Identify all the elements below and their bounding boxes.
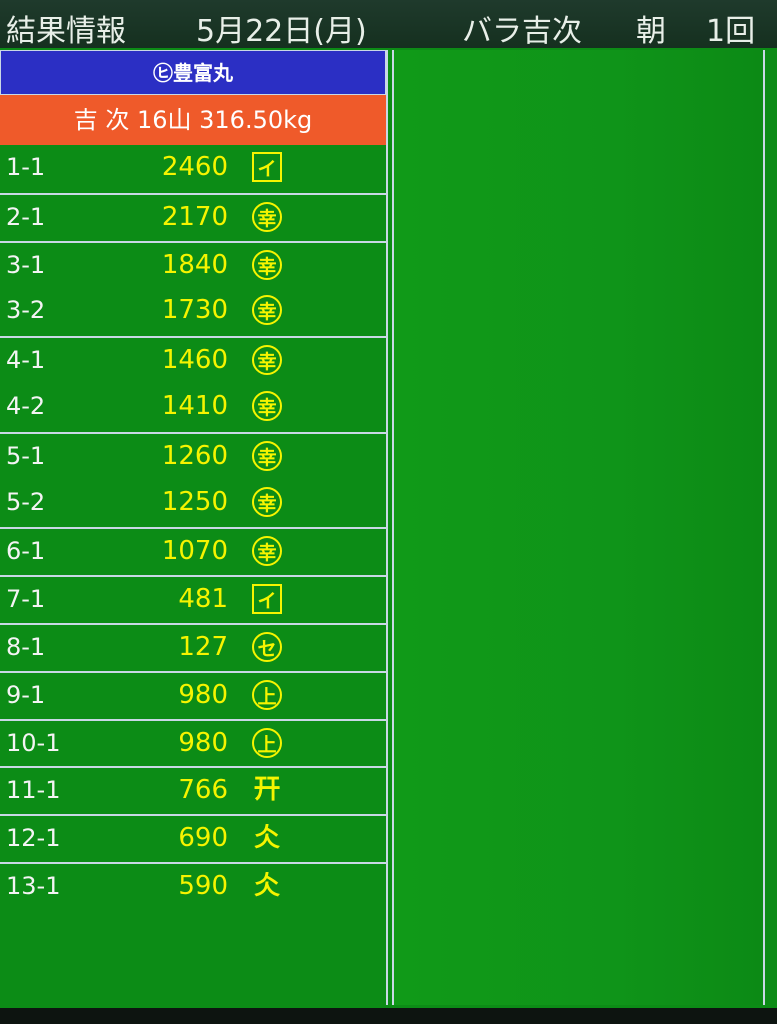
result-row: 5-2 1250 幸 xyxy=(0,480,386,528)
price: 1840 xyxy=(161,249,228,280)
price: 2460 xyxy=(161,152,228,182)
lot-number: 1-1 xyxy=(6,153,46,181)
price: 1250 xyxy=(161,486,228,517)
result-row: 4-1 1460 幸 xyxy=(0,336,386,384)
price: 481 xyxy=(178,584,228,615)
result-row: 10-1 980 上 xyxy=(0,718,386,767)
result-row: 4-2 1410 幸 xyxy=(0,384,386,432)
buyer-mark: 幸 xyxy=(252,390,282,421)
header: 結果情報 5月22日(月) バラ吉次 朝 1回 xyxy=(0,0,777,48)
price: 1260 xyxy=(161,440,228,471)
lot-number: 12-1 xyxy=(6,824,61,853)
result-panel: ㋪豊富丸 吉 次 16山 316.50kg 1-1 2460 イ 2-1 2170 幸 3-… xyxy=(0,50,388,1005)
buyer-mark: 幸 xyxy=(252,536,282,567)
result-row: 3-2 1730 幸 xyxy=(0,288,386,336)
buyer-mark: 幸 xyxy=(252,249,282,280)
result-row: 2-1 2170 幸 xyxy=(0,192,386,241)
price: 127 xyxy=(178,631,228,662)
result-row: 1-1 2460 イ xyxy=(0,145,386,193)
buyer-mark: 上 xyxy=(252,679,282,710)
price: 2170 xyxy=(161,201,228,232)
buyer-mark: 仌 xyxy=(253,870,280,901)
lot-number: 11-1 xyxy=(6,776,61,805)
buyer-mark: 上 xyxy=(252,727,282,758)
result-row: 9-1 980 上 xyxy=(0,670,386,719)
result-row: 11-1 766 幵 xyxy=(0,766,386,814)
header-title: 結果情報 xyxy=(6,14,126,48)
lot-number: 2-1 xyxy=(6,202,46,231)
empty-panel xyxy=(392,50,765,1005)
lot-number: 5-2 xyxy=(6,487,46,516)
lot-number: 8-1 xyxy=(6,632,46,661)
price: 1460 xyxy=(161,345,228,376)
board: ㋪豊富丸 吉 次 16山 316.50kg 1-1 2460 イ 2-1 2170 幸 3-… xyxy=(0,48,777,1008)
lot-number: 13-1 xyxy=(6,871,61,900)
buyer-mark: イ xyxy=(252,152,282,182)
price: 1730 xyxy=(161,295,228,326)
price: 980 xyxy=(178,679,228,710)
buyer-mark: 幸 xyxy=(252,345,282,376)
result-rows: 1-1 2460 イ 2-1 2170 幸 3-1 1840 幸 3-2 1730 幸 4-1 1460 幸… xyxy=(0,145,386,910)
header-session: 朝 xyxy=(636,14,666,48)
result-row: 7-1 481 イ xyxy=(0,575,386,623)
result-row: 3-1 1840 幸 xyxy=(0,240,386,289)
summary: 吉 次 16山 316.50kg xyxy=(0,95,386,145)
result-row: 6-1 1070 幸 xyxy=(0,527,386,575)
result-row: 5-1 1260 幸 xyxy=(0,431,386,480)
buyer-mark: 幸 xyxy=(252,295,282,326)
lot-number: 7-1 xyxy=(6,585,46,614)
buyer-mark: イ xyxy=(252,584,282,615)
price: 590 xyxy=(178,870,228,901)
lot-number: 9-1 xyxy=(6,680,46,709)
price: 980 xyxy=(178,727,228,758)
buyer-mark: セ xyxy=(252,631,282,662)
lot-number: 10-1 xyxy=(6,728,61,757)
lot-number: 4-1 xyxy=(6,346,46,375)
buyer-mark: 幸 xyxy=(252,440,282,471)
result-row: 8-1 127 セ xyxy=(0,622,386,671)
price: 1410 xyxy=(161,390,228,421)
result-row: 12-1 690 仌 xyxy=(0,814,386,862)
price: 1070 xyxy=(161,536,228,567)
header-round: 1回 xyxy=(706,14,756,48)
buyer-mark: 幸 xyxy=(252,201,282,232)
buyer-mark: 仌 xyxy=(253,823,280,854)
price: 690 xyxy=(178,823,228,854)
lot-number: 3-2 xyxy=(6,296,46,325)
lot-number: 5-1 xyxy=(6,441,46,470)
lot-number: 3-1 xyxy=(6,250,46,279)
lot-number: 4-2 xyxy=(6,391,46,420)
ship-name: ㋪豊富丸 xyxy=(0,50,386,95)
price: 766 xyxy=(178,775,228,806)
buyer-mark: 幸 xyxy=(252,486,282,517)
result-row: 13-1 590 仌 xyxy=(0,861,386,910)
header-item: バラ吉次 xyxy=(462,14,582,48)
buyer-mark: 幵 xyxy=(253,775,280,806)
lot-number: 6-1 xyxy=(6,537,46,566)
header-date: 5月22日(月) xyxy=(196,14,367,48)
